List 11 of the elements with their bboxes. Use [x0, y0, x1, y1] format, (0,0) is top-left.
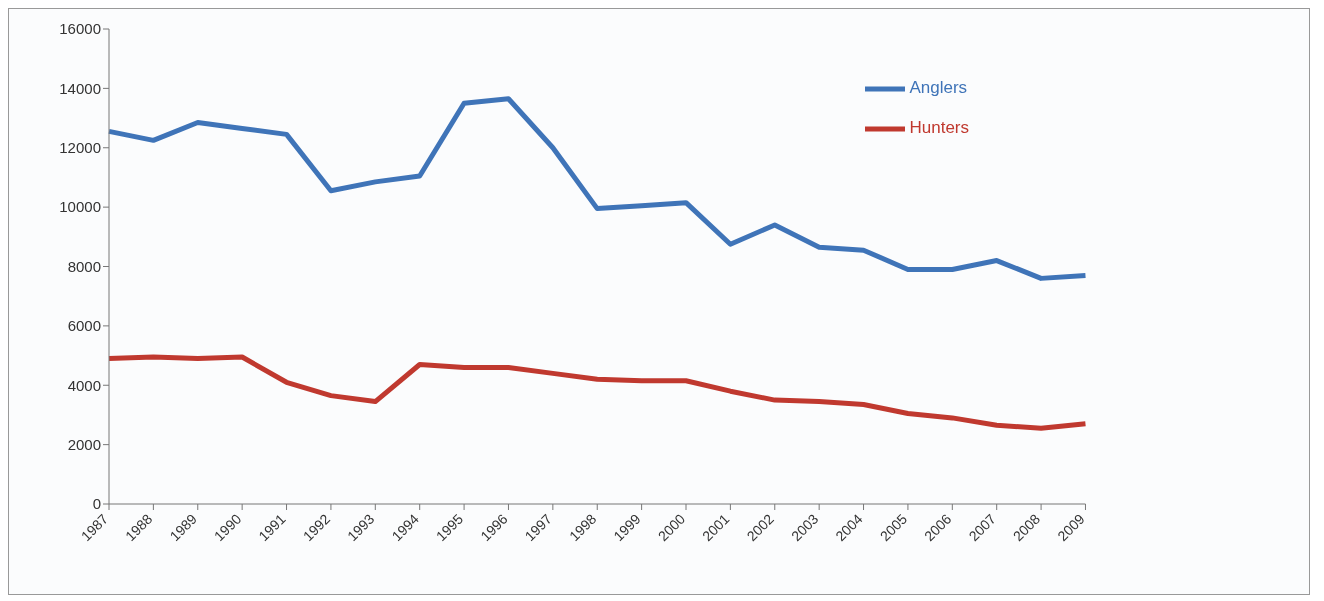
legend-label: Hunters: [909, 118, 969, 138]
y-tick-label: 2000: [67, 435, 101, 453]
y-tick-label: 8000: [67, 257, 101, 275]
legend-label: Anglers: [909, 78, 968, 98]
y-tick-label: 0: [92, 495, 101, 513]
y-tick-label: 4000: [67, 376, 101, 394]
y-tick-label: 14000: [59, 79, 101, 97]
y-tick-label: 10000: [59, 198, 101, 216]
y-tick-label: 16000: [59, 20, 101, 38]
y-tick-label: 6000: [67, 317, 101, 335]
y-tick-label: 12000: [59, 139, 101, 157]
